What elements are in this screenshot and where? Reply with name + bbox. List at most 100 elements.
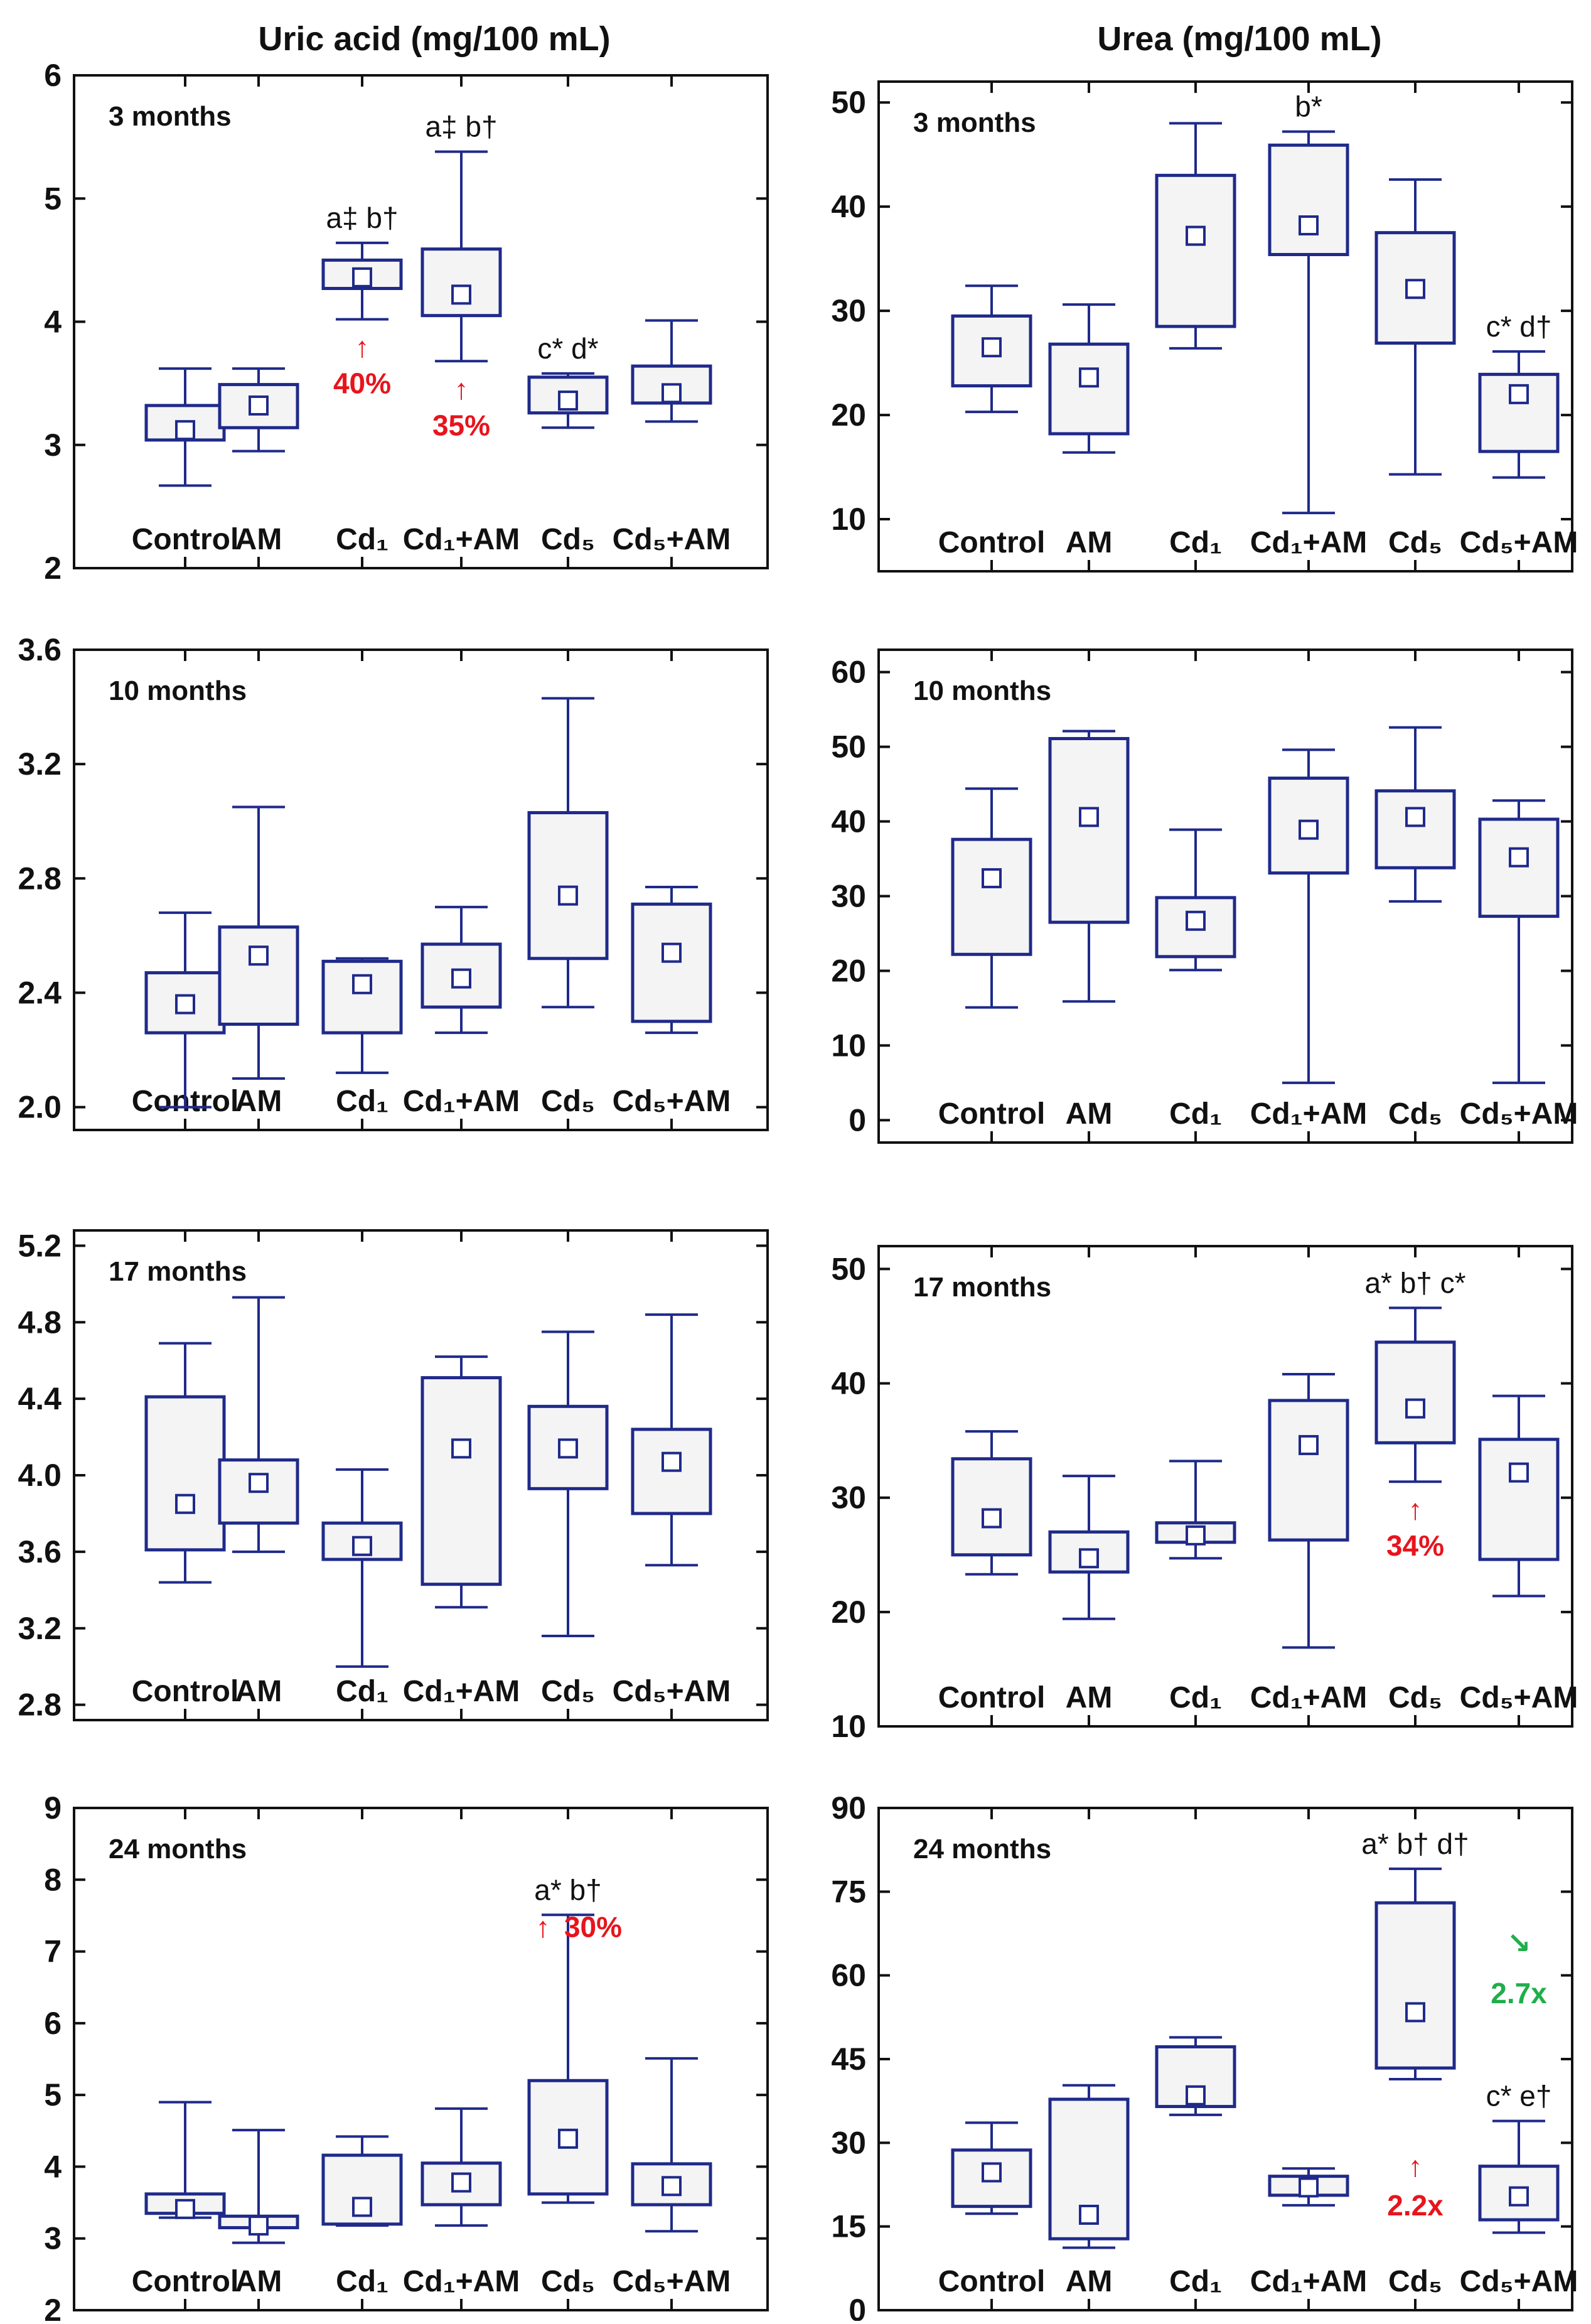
urea-17m-mean-marker xyxy=(1405,1398,1425,1419)
uric-17m-box xyxy=(144,1395,226,1552)
urea-17m-mean-marker xyxy=(1299,1434,1319,1455)
urea-3m-ytick-label: 40 xyxy=(831,189,866,224)
urea-24m-category-label: Control xyxy=(938,2265,1046,2298)
urea-17m-change-label: 34% xyxy=(1386,1529,1444,1562)
urea-17m-box xyxy=(1268,1399,1349,1542)
urea-3m-mean-marker xyxy=(1299,215,1319,236)
urea-10m-mean-marker xyxy=(1186,910,1206,931)
uric-10m-ytick-label: 3.6 xyxy=(18,632,62,667)
urea-10m-box xyxy=(951,837,1032,956)
urea-10m-box xyxy=(1478,817,1560,918)
uric-24m-ytick-label: 5 xyxy=(44,2077,62,2112)
uric-3m-ytick-label: 4 xyxy=(44,304,62,340)
urea-17m-category-label: Cd₁+AM xyxy=(1250,1681,1368,1714)
uric-17m-ytick-label: 3.2 xyxy=(18,1611,62,1646)
urea-3m-category-label: Cd₁+AM xyxy=(1250,526,1368,559)
uric-10m-ytick-label: 3.2 xyxy=(18,746,62,782)
uric-24m-category-label: Control xyxy=(132,2265,239,2298)
urea-24m-ytick-label: 30 xyxy=(831,2125,866,2160)
uric-17m-mean-marker xyxy=(352,1536,372,1556)
urea-10m-ytick-label: 20 xyxy=(831,953,866,988)
uric-17m-mean-marker xyxy=(451,1438,471,1459)
urea-24m-change-label: 2.7x xyxy=(1491,1977,1547,2009)
urea-17m-box xyxy=(1478,1438,1560,1561)
uric-17m-period-label: 17 months xyxy=(109,1256,247,1287)
uric-3m-change-arrow: ↑ xyxy=(355,331,370,363)
uric-24m-frame xyxy=(73,1807,769,2311)
uric-3m-ytick-label: 3 xyxy=(44,428,62,463)
uric-3m-ytick-label: 6 xyxy=(44,58,62,93)
uric-17m-category-label: Cd₅+AM xyxy=(613,1675,731,1708)
uric-10m-ytick-label: 2.8 xyxy=(18,861,62,896)
uric-10m-period-label: 10 months xyxy=(109,675,247,706)
urea-24m-category-label: AM xyxy=(1066,2265,1113,2298)
urea-17m-mean-marker xyxy=(1509,1462,1529,1483)
urea-17m-category-label: AM xyxy=(1066,1681,1113,1714)
urea-3m-ytick-label: 30 xyxy=(831,293,866,328)
uric-17m-category-label: Cd₁ xyxy=(336,1675,388,1708)
uric-17m-category-label: AM xyxy=(235,1675,282,1708)
uric-3m-mean-marker xyxy=(352,267,372,288)
uric-3m-mean-marker xyxy=(451,284,471,305)
urea-24m-mean-marker xyxy=(1079,2205,1099,2225)
uric-17m-ytick-label: 4.8 xyxy=(18,1305,62,1340)
uric-17m-ytick-label: 4.0 xyxy=(18,1458,62,1493)
uric-24m-mean-marker xyxy=(249,2215,269,2236)
uric-24m-category-label: Cd₁+AM xyxy=(403,2265,520,2298)
uric-24m-ytick-label: 7 xyxy=(44,1934,62,1969)
urea-3m-frame xyxy=(877,80,1573,573)
uric-24m-ytick-label: 8 xyxy=(44,1862,62,1897)
uric-24m-ytick-label: 2 xyxy=(44,2293,62,2321)
urea-3m-mean-marker xyxy=(1509,384,1529,404)
uric-24m-category-label: Cd₁ xyxy=(336,2265,388,2298)
uric-10m-mean-marker xyxy=(249,945,269,966)
urea-10m-ytick-label: 30 xyxy=(831,879,866,914)
uric-17m-ytick-label: 3.6 xyxy=(18,1534,62,1569)
urea-10m-mean-marker xyxy=(1509,847,1529,868)
uric-3m-ytick-label: 5 xyxy=(44,181,62,216)
urea-17m-mean-marker xyxy=(1079,1548,1099,1569)
urea-24m-category-label: Cd₅+AM xyxy=(1460,2265,1578,2298)
uric-3m-mean-marker xyxy=(249,395,269,416)
urea-3m-category-label: Cd₅+AM xyxy=(1460,526,1578,559)
urea-24m-ytick-label: 45 xyxy=(831,2042,866,2077)
uric-24m-change-label: 30% xyxy=(564,1911,622,1944)
uric-10m-mean-marker xyxy=(352,974,372,994)
urea-3m-period-label: 3 months xyxy=(913,107,1036,138)
urea-10m-mean-marker xyxy=(1299,819,1319,840)
urea-10m-ytick-label: 10 xyxy=(831,1028,866,1063)
urea-10m-box xyxy=(1048,737,1130,924)
urea-24m-ytick-label: 60 xyxy=(831,1958,866,1993)
uric-10m-mean-marker xyxy=(451,968,471,989)
urea-24m-mean-marker xyxy=(1186,2085,1206,2106)
uric-3m-change-label: 40% xyxy=(333,367,391,400)
uric-acid-column-title: Uric acid (mg/100 mL) xyxy=(258,20,610,58)
urea-24m-mean-marker xyxy=(1509,2186,1529,2207)
uric-17m-ytick-label: 4.4 xyxy=(18,1381,62,1416)
urea-17m-significance-label: a* b† c* xyxy=(1364,1266,1465,1299)
urea-24m-category-label: Cd₁ xyxy=(1169,2265,1222,2298)
urea-3m-significance-label: b* xyxy=(1295,90,1322,123)
urea-17m-mean-marker xyxy=(982,1508,1002,1529)
urea-24m-box xyxy=(1374,1901,1456,2070)
urea-17m-change-arrow: ↑ xyxy=(1408,1493,1423,1525)
uric-24m-category-label: AM xyxy=(235,2265,282,2298)
uric-24m-period-label: 24 months xyxy=(109,1834,247,1864)
urea-24m-ytick-label: 90 xyxy=(831,1790,866,1826)
urea-24m-ytick-label: 75 xyxy=(831,1874,866,1909)
urea-24m-mean-marker xyxy=(982,2162,1002,2183)
uric-3m-category-label: Cd₅+AM xyxy=(613,523,731,556)
urea-24m-category-label: Cd₅ xyxy=(1388,2265,1442,2298)
urea-17m-ytick-label: 10 xyxy=(831,1709,866,1744)
urea-17m-category-label: Cd₁ xyxy=(1169,1681,1222,1714)
uric-3m-ytick-label: 2 xyxy=(44,551,62,586)
uric-17m-mean-marker xyxy=(175,1493,195,1514)
urea-10m-ytick-label: 0 xyxy=(849,1102,866,1138)
urea-10m-mean-marker xyxy=(982,868,1002,888)
urea-3m-category-label: Control xyxy=(938,526,1046,559)
uric-10m-box xyxy=(631,902,712,1023)
uric-24m-ytick-label: 3 xyxy=(44,2221,62,2256)
uric-3m-significance-label: a‡ b† xyxy=(326,202,398,234)
uric-3m-mean-marker xyxy=(662,383,682,404)
uric-3m-significance-label: c* d* xyxy=(537,332,598,365)
